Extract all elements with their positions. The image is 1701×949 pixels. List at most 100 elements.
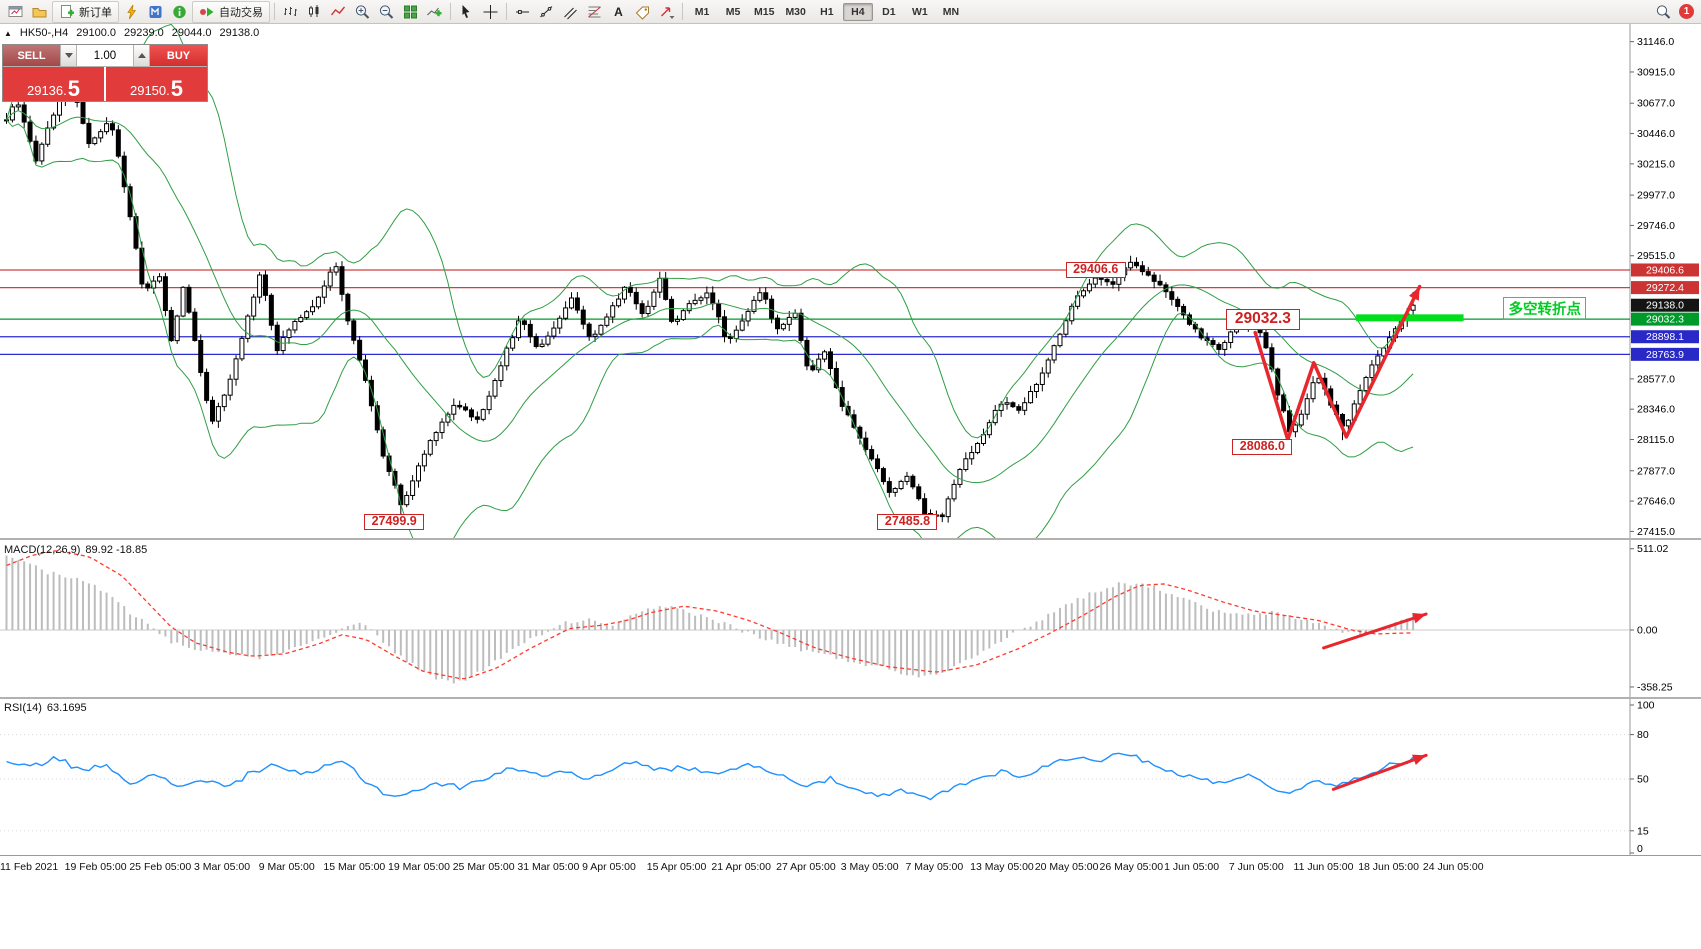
svg-text:28763.9: 28763.9 [1646, 349, 1684, 361]
price-axis-tick: 30446.0 [1637, 128, 1675, 140]
candlesticks[interactable] [4, 79, 1416, 523]
autotrading-button[interactable]: 自动交易 [192, 0, 270, 23]
price-axis-tick: 28115.0 [1637, 434, 1674, 446]
timeframe-m30[interactable]: M30 [785, 5, 806, 18]
macd-axis-tick: 511.02 [1637, 543, 1668, 555]
price-annotation[interactable]: 28086.0 [1232, 439, 1293, 456]
expert-advisors-button[interactable] [120, 2, 143, 22]
svg-text:29406.6: 29406.6 [1646, 264, 1684, 276]
timeframe-m15[interactable]: M15 [754, 5, 775, 18]
rsi-chart-canvas[interactable]: 100 80 50 15 0 [0, 699, 1701, 855]
turning-point-label[interactable]: 多空转折点 [1503, 296, 1586, 320]
tile-windows-button[interactable] [399, 2, 422, 22]
price-annotation[interactable]: 27499.9 [364, 513, 425, 530]
label-tool-button[interactable] [631, 2, 654, 22]
price-axis-tick: 29515.0 [1637, 250, 1675, 262]
search-icon[interactable] [1655, 4, 1672, 20]
price-annotation[interactable]: 29406.6 [1065, 261, 1126, 278]
candlestick-chart-icon [309, 4, 319, 17]
rsi-axis-tick: 15 [1637, 825, 1649, 837]
zoom-out-button[interactable] [375, 2, 398, 22]
channel-button[interactable] [559, 2, 582, 22]
timeframe-d1[interactable]: D1 [882, 5, 896, 18]
text-tool-icon: A [614, 4, 623, 19]
macd-axis[interactable] [1630, 540, 1700, 697]
fibonacci-button[interactable] [583, 2, 606, 22]
timeframe-h1[interactable]: H1 [820, 5, 834, 18]
bar-chart-button[interactable] [279, 2, 302, 22]
bar-chart-icon [284, 6, 297, 16]
label-tool-icon [635, 6, 649, 20]
trend-arrow[interactable] [1331, 753, 1428, 791]
buy-button[interactable]: BUY [150, 45, 207, 66]
time-label: 25 Mar 05:00 [452, 861, 515, 873]
price-annotation[interactable]: 27485.8 [877, 514, 938, 531]
time-label: 19 Feb 05:00 [64, 861, 127, 873]
info-icon [173, 5, 186, 18]
line-chart-button[interactable] [327, 2, 350, 22]
timeframe-m5[interactable]: M5 [725, 5, 741, 18]
timeframe-h4[interactable]: H4 [842, 2, 873, 21]
timeframe-mn[interactable]: MN [942, 5, 960, 18]
rsi-axis-tick: 50 [1637, 774, 1649, 786]
price-axis-tick: 27877.0 [1637, 465, 1675, 477]
rsi-axis[interactable] [1630, 699, 1700, 855]
time-label: 13 May 05:00 [970, 861, 1034, 873]
chevron-down-icon [64, 53, 73, 58]
fibonacci-icon [588, 6, 601, 17]
time-label: 27 Apr 05:00 [776, 861, 836, 873]
price-badge: 29138.0 [1631, 298, 1699, 312]
sell-button[interactable]: SELL [3, 45, 60, 66]
volume-dropdown-button[interactable] [60, 45, 77, 66]
metaeditor-button[interactable] [144, 2, 167, 22]
toolbar-separator [450, 3, 451, 20]
candlestick-chart-button[interactable] [303, 2, 326, 22]
price-axis-tick: 29746.0 [1637, 220, 1675, 232]
indicators-button[interactable] [423, 2, 446, 22]
timeframe-w1[interactable]: W1 [912, 5, 928, 18]
green-level-segment[interactable] [1356, 314, 1464, 322]
info-button[interactable] [168, 2, 191, 22]
volume-up-button[interactable] [133, 45, 150, 66]
price-axis-tick: 29977.0 [1637, 190, 1675, 202]
profiles-button[interactable] [28, 2, 51, 22]
new-order-icon [61, 4, 74, 18]
main-chart-canvas[interactable]: 31146.0 30915.0 30677.0 30446.0 30215.0 29977… [0, 24, 1701, 538]
text-tool-button[interactable]: A [607, 2, 630, 22]
volume-input[interactable] [77, 45, 133, 66]
price-axis-tick: 30215.0 [1637, 158, 1675, 170]
price-annotation[interactable]: 29032.3 [1225, 308, 1300, 330]
horizontal-line-button[interactable] [511, 2, 534, 22]
trendline-button[interactable] [535, 2, 558, 22]
zoom-in-button[interactable] [351, 2, 374, 22]
new-chart-button[interactable] [4, 2, 27, 22]
macd-chart-canvas[interactable]: 511.02 0.00 -358.25 [0, 540, 1701, 697]
arrows-tool-icon [661, 6, 675, 19]
metaeditor-icon [149, 5, 162, 18]
sell-price[interactable]: 29136. 5 [3, 67, 104, 101]
notification-badge[interactable]: 1 [1679, 4, 1694, 19]
new-order-button[interactable]: 新订单 [52, 0, 119, 23]
crosshair-button[interactable] [479, 2, 502, 22]
price-badge: 28898.1 [1631, 330, 1699, 344]
chevron-up-icon [137, 53, 146, 58]
buy-price[interactable]: 29150. 5 [106, 67, 207, 101]
trend-arrow[interactable] [1253, 284, 1422, 442]
time-label: 20 May 05:00 [1034, 861, 1099, 873]
trend-arrow[interactable] [1322, 612, 1428, 650]
arrows-tool-button[interactable] [655, 2, 678, 22]
timeframe-m1[interactable]: M1 [694, 5, 710, 18]
macd-histogram [5, 555, 1415, 684]
price-axis[interactable] [1630, 24, 1700, 538]
zoom-out-icon [379, 4, 394, 19]
autotrading-label: 自动交易 [219, 6, 263, 19]
panel-divider-rsi[interactable] [0, 697, 1701, 699]
toolbar-separator [506, 3, 507, 20]
price-axis-tick: 27415.0 [1637, 526, 1675, 538]
toolbar-right-group: 1 [1655, 4, 1697, 20]
cursor-button[interactable] [455, 2, 478, 22]
panel-divider-macd[interactable] [0, 538, 1701, 540]
svg-text:28898.1: 28898.1 [1646, 331, 1684, 343]
toolbar-separator [682, 3, 683, 20]
time-axis[interactable]: 11 Feb 2021 19 Feb 05:00 25 Feb 05:00 3 Mar… [0, 855, 1701, 878]
